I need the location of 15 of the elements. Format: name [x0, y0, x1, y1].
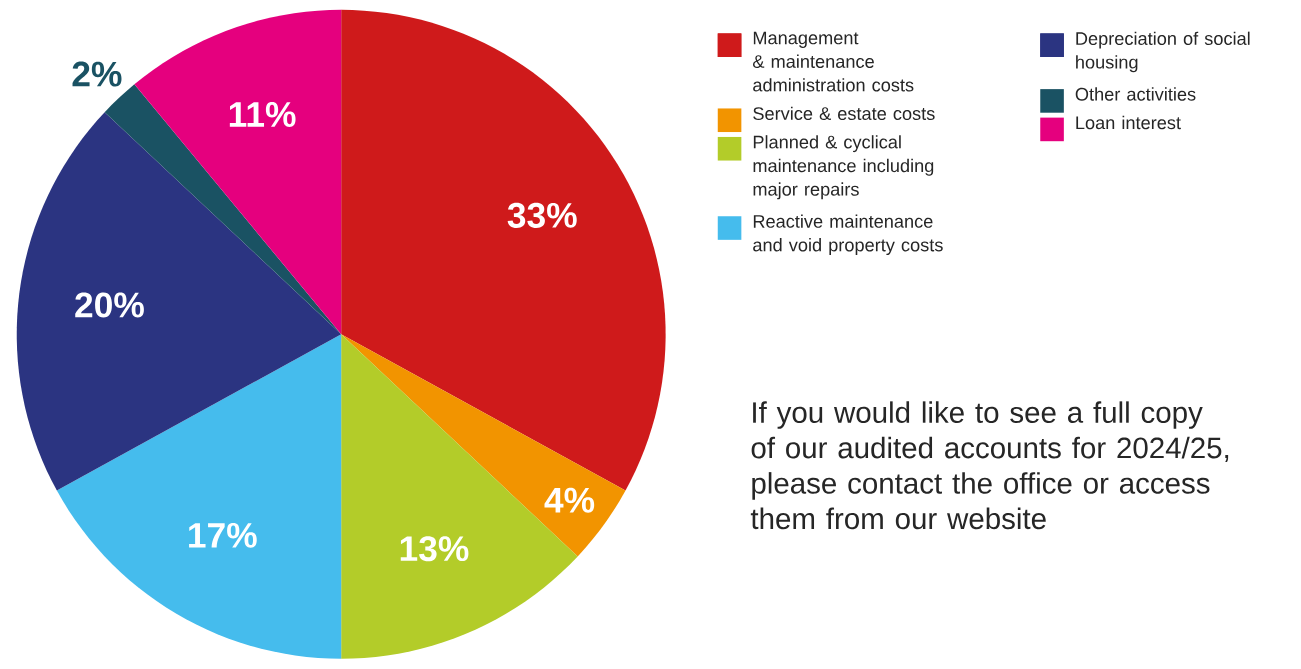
data-label: 13% — [400, 536, 469, 562]
legend-label: Loan interest — [1076, 116, 1181, 130]
data-label: 2% — [72, 61, 122, 87]
data-label: 11% — [229, 102, 296, 128]
legend-label: Depreciation of social housing — [1076, 31, 1250, 73]
legend-label: Other activities — [1075, 87, 1196, 101]
legend-label: Service & estate costs — [753, 106, 935, 121]
legend-label: Management & maintenance administration costs — [753, 31, 914, 92]
data-label: 20% — [75, 292, 144, 318]
data-label: 4% — [544, 487, 595, 513]
data-label: 17% — [189, 523, 257, 549]
text: If you would like to see a full copy of our audited accounts for 2024/25, please contact the office or access them from our website — [750, 401, 1229, 530]
legend-label: Planned & cyclical maintenance including major repairs — [753, 135, 934, 200]
data-label: 33% — [507, 203, 577, 229]
legend-label: Reactive maintenance and void property costs — [753, 214, 943, 256]
